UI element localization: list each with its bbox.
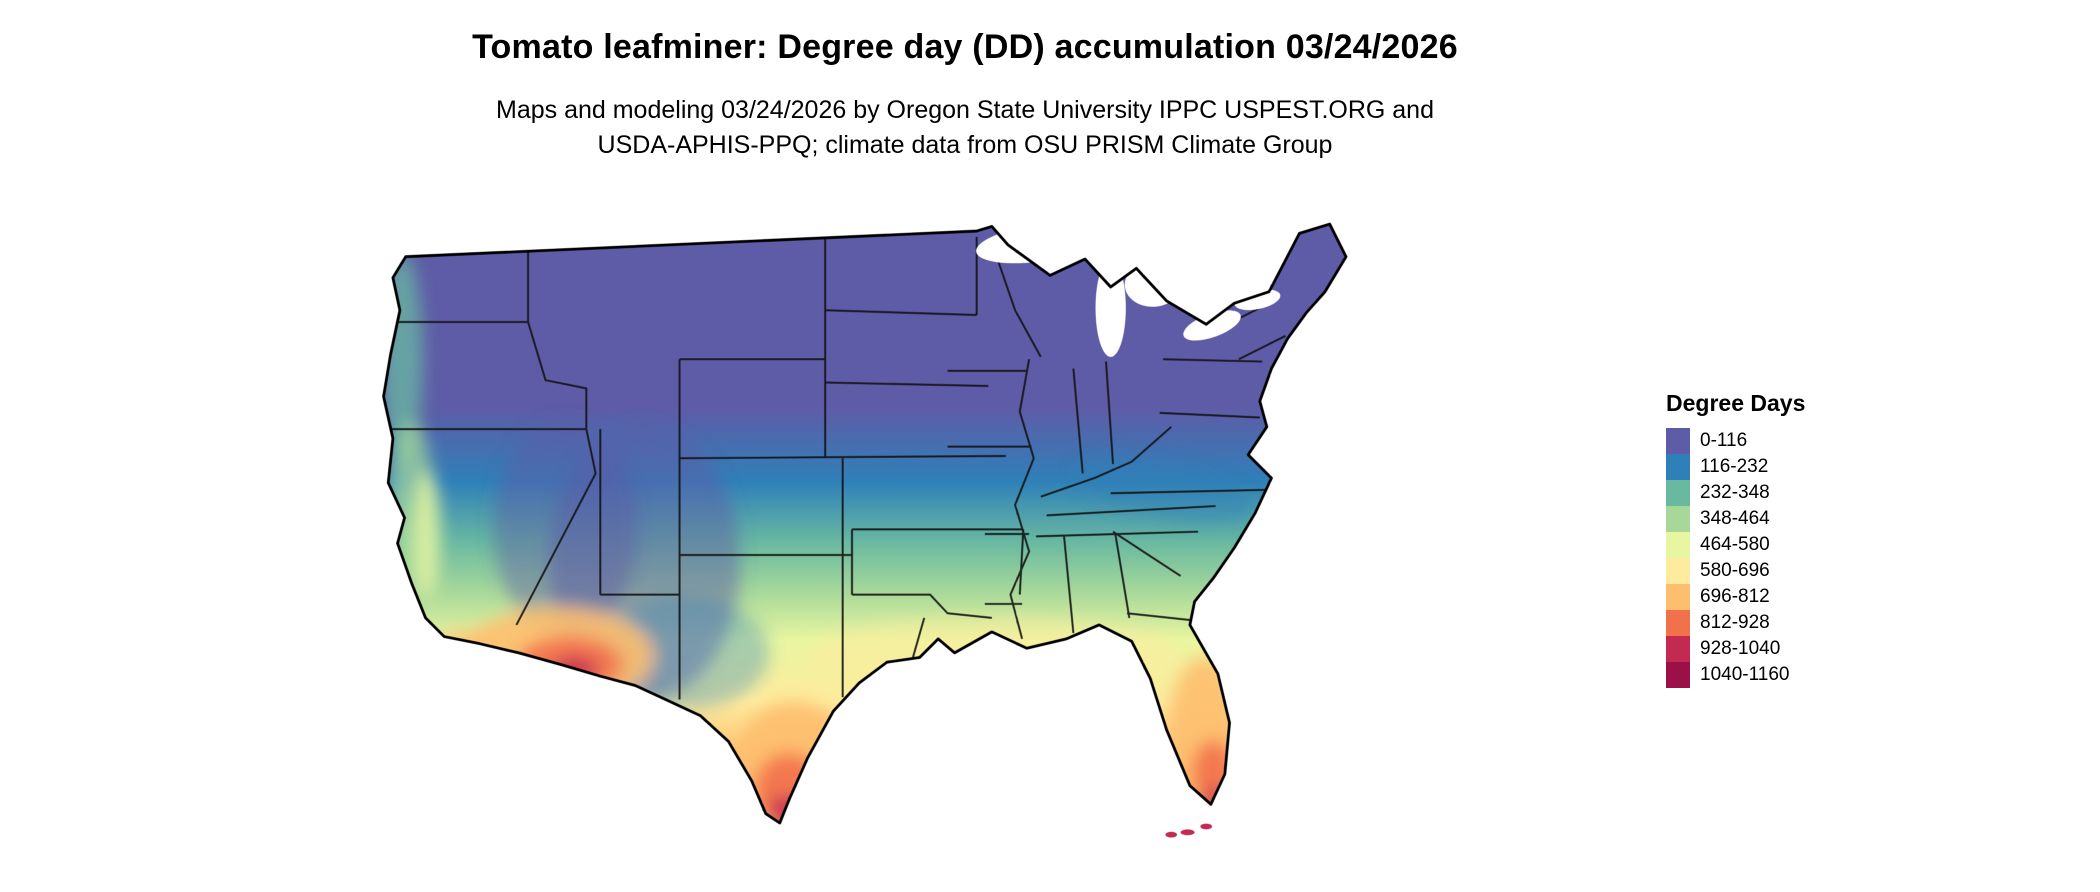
legend-swatch bbox=[1666, 636, 1690, 662]
legend-swatch bbox=[1666, 506, 1690, 532]
florida-keys-dots bbox=[1165, 823, 1213, 838]
legend-swatch bbox=[1666, 558, 1690, 584]
legend-label: 0-116 bbox=[1700, 430, 1748, 451]
legend-label: 928-1040 bbox=[1700, 638, 1781, 659]
legend-item: 464-580 bbox=[1666, 532, 1805, 558]
us-map-svg bbox=[382, 222, 1348, 838]
legend-label: 1040-1160 bbox=[1700, 664, 1790, 685]
gulf-coast-warm-band bbox=[807, 617, 1181, 688]
legend-item: 580-696 bbox=[1666, 558, 1805, 584]
legend-label: 696-812 bbox=[1700, 586, 1770, 607]
legend-title: Degree Days bbox=[1666, 390, 1806, 416]
new-mexico-blue-patch bbox=[601, 596, 770, 709]
lake-superior bbox=[976, 222, 1106, 264]
legend-item: 812-928 bbox=[1666, 610, 1805, 636]
state-borders bbox=[388, 236, 1286, 700]
legend-item: 696-812 bbox=[1666, 584, 1805, 610]
central-valley-patch bbox=[412, 469, 441, 599]
legend-item: 0-116 bbox=[1666, 428, 1805, 454]
lake-ontario bbox=[1234, 289, 1281, 311]
legend-label: 812-928 bbox=[1700, 612, 1770, 633]
legend-label: 464-580 bbox=[1700, 534, 1770, 555]
legend-swatch bbox=[1666, 584, 1690, 610]
legend: Degree Days 0-116 116-232 232-348 348-464 46… bbox=[1666, 390, 1805, 688]
great-basin-cool-patch bbox=[493, 420, 638, 636]
legend-swatch bbox=[1666, 480, 1690, 506]
legend-label: 348-464 bbox=[1700, 508, 1770, 529]
map-header: Tomato leafminer: Degree day (DD) accumu… bbox=[0, 0, 1930, 163]
legend-item: 1040-1160 bbox=[1666, 662, 1805, 688]
legend-item: 232-348 bbox=[1666, 480, 1805, 506]
legend-swatch bbox=[1666, 610, 1690, 636]
legend-swatch bbox=[1666, 662, 1690, 688]
legend-item: 928-1040 bbox=[1666, 636, 1805, 662]
lake-erie bbox=[1183, 310, 1241, 341]
south-texas-hotspot-core bbox=[754, 753, 825, 823]
lake-michigan bbox=[1095, 259, 1126, 357]
legend-label: 116-232 bbox=[1700, 456, 1769, 477]
legend-label: 232-348 bbox=[1700, 482, 1770, 503]
legend-item: 116-232 bbox=[1666, 454, 1805, 480]
legend-item: 348-464 bbox=[1666, 506, 1805, 532]
legend-swatch bbox=[1666, 454, 1690, 480]
map-subtitle-line2: USDA-APHIS-PPQ; climate data from OSU PR… bbox=[597, 131, 1333, 159]
us-degree-day-map bbox=[295, 178, 1635, 890]
map-subtitle: Maps and modeling 03/24/2026 by Oregon S… bbox=[0, 93, 1930, 163]
legend-swatch bbox=[1666, 532, 1690, 558]
legend-swatch bbox=[1666, 428, 1690, 454]
legend-label: 580-696 bbox=[1700, 560, 1770, 581]
map-subtitle-line1: Maps and modeling 03/24/2026 by Oregon S… bbox=[496, 96, 1434, 124]
page-title: Tomato leafminer: Degree day (DD) accumu… bbox=[472, 28, 1458, 66]
legend-items: 0-116 116-232 232-348 348-464 464-580 580-696… bbox=[1666, 428, 1805, 688]
